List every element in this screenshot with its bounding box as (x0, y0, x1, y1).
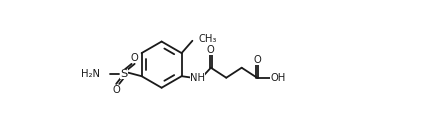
Text: NH: NH (190, 73, 205, 83)
Text: OH: OH (270, 73, 286, 83)
Text: H₂N: H₂N (81, 69, 100, 79)
Text: O: O (112, 85, 120, 95)
Text: O: O (207, 45, 215, 55)
Text: CH₃: CH₃ (198, 34, 217, 44)
Text: O: O (130, 53, 138, 63)
Text: S: S (120, 69, 127, 79)
Text: O: O (253, 55, 261, 65)
